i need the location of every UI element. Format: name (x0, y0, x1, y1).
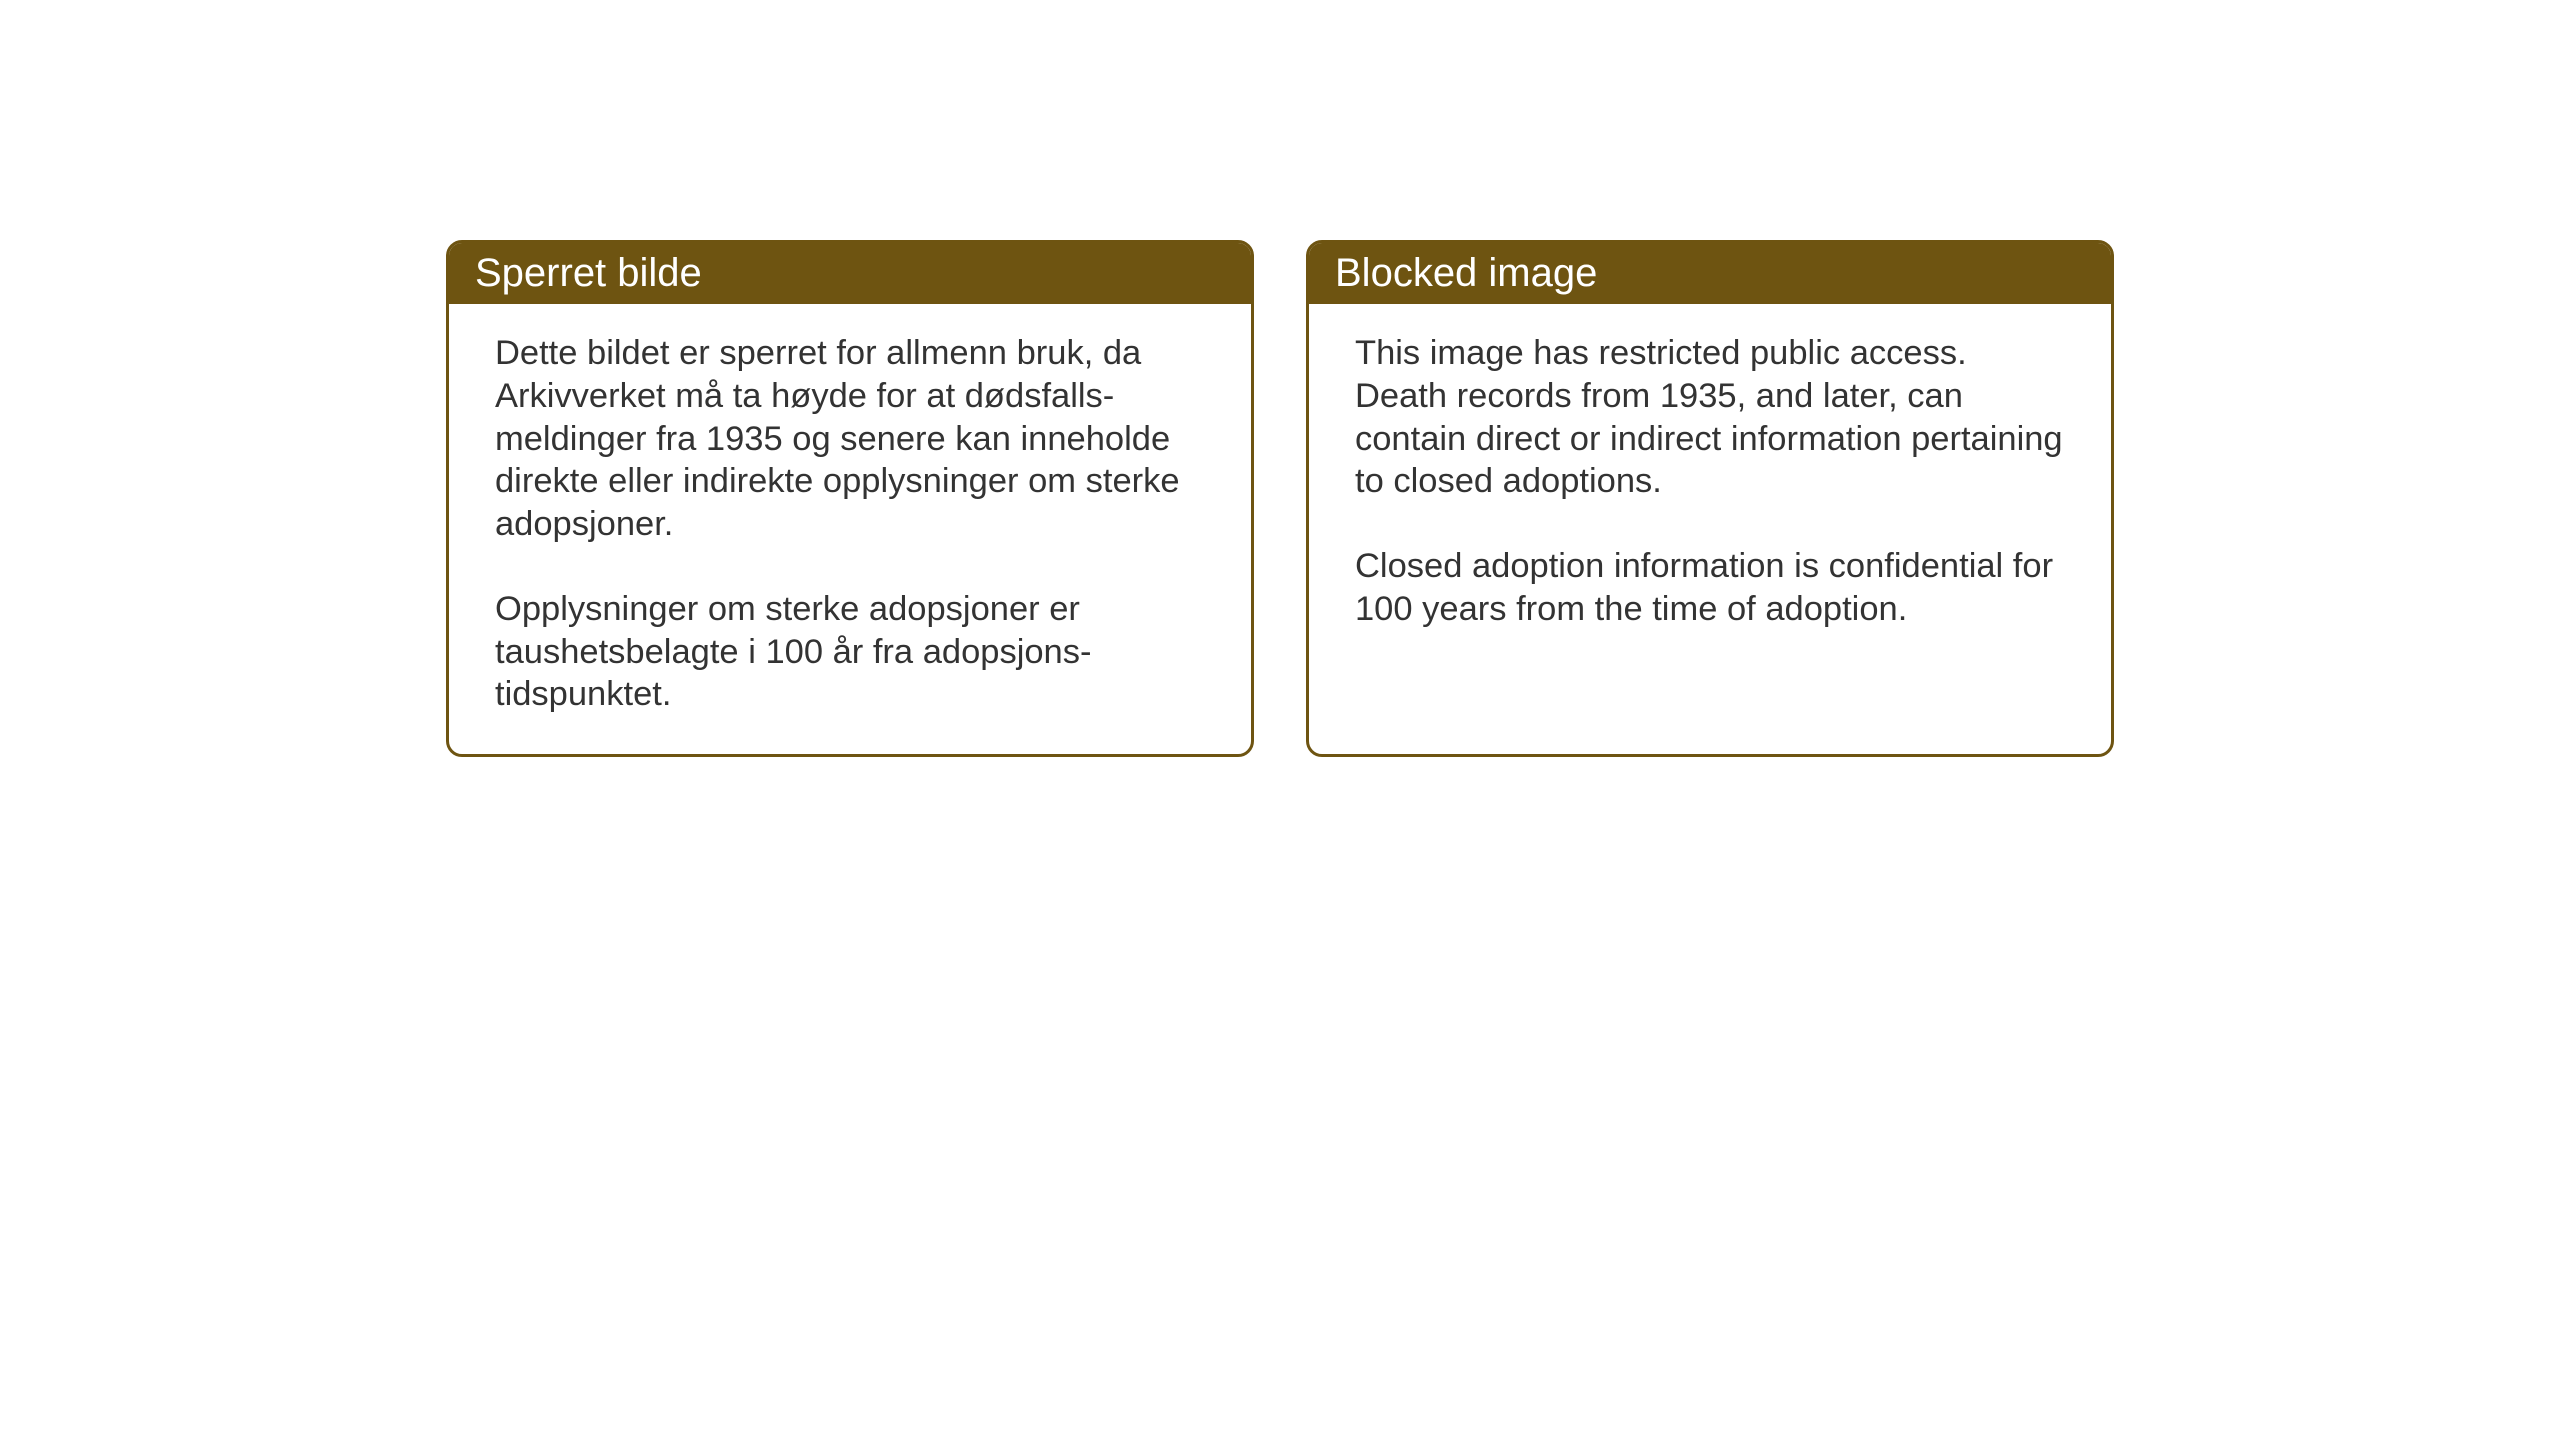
notice-paragraph-1-norwegian: Dette bildet er sperret for allmenn bruk… (495, 332, 1205, 546)
notice-body-english: This image has restricted public access.… (1309, 304, 2111, 720)
notice-cards-container: Sperret bilde Dette bildet er sperret fo… (446, 240, 2114, 757)
notice-paragraph-2-norwegian: Opplysninger om sterke adopsjoner er tau… (495, 588, 1205, 716)
notice-paragraph-2-english: Closed adoption information is confident… (1355, 545, 2065, 631)
notice-paragraph-1-english: This image has restricted public access.… (1355, 332, 2065, 503)
notice-card-english: Blocked image This image has restricted … (1306, 240, 2114, 757)
notice-header-norwegian: Sperret bilde (449, 243, 1251, 304)
notice-body-norwegian: Dette bildet er sperret for allmenn bruk… (449, 304, 1251, 754)
notice-header-english: Blocked image (1309, 243, 2111, 304)
notice-card-norwegian: Sperret bilde Dette bildet er sperret fo… (446, 240, 1254, 757)
